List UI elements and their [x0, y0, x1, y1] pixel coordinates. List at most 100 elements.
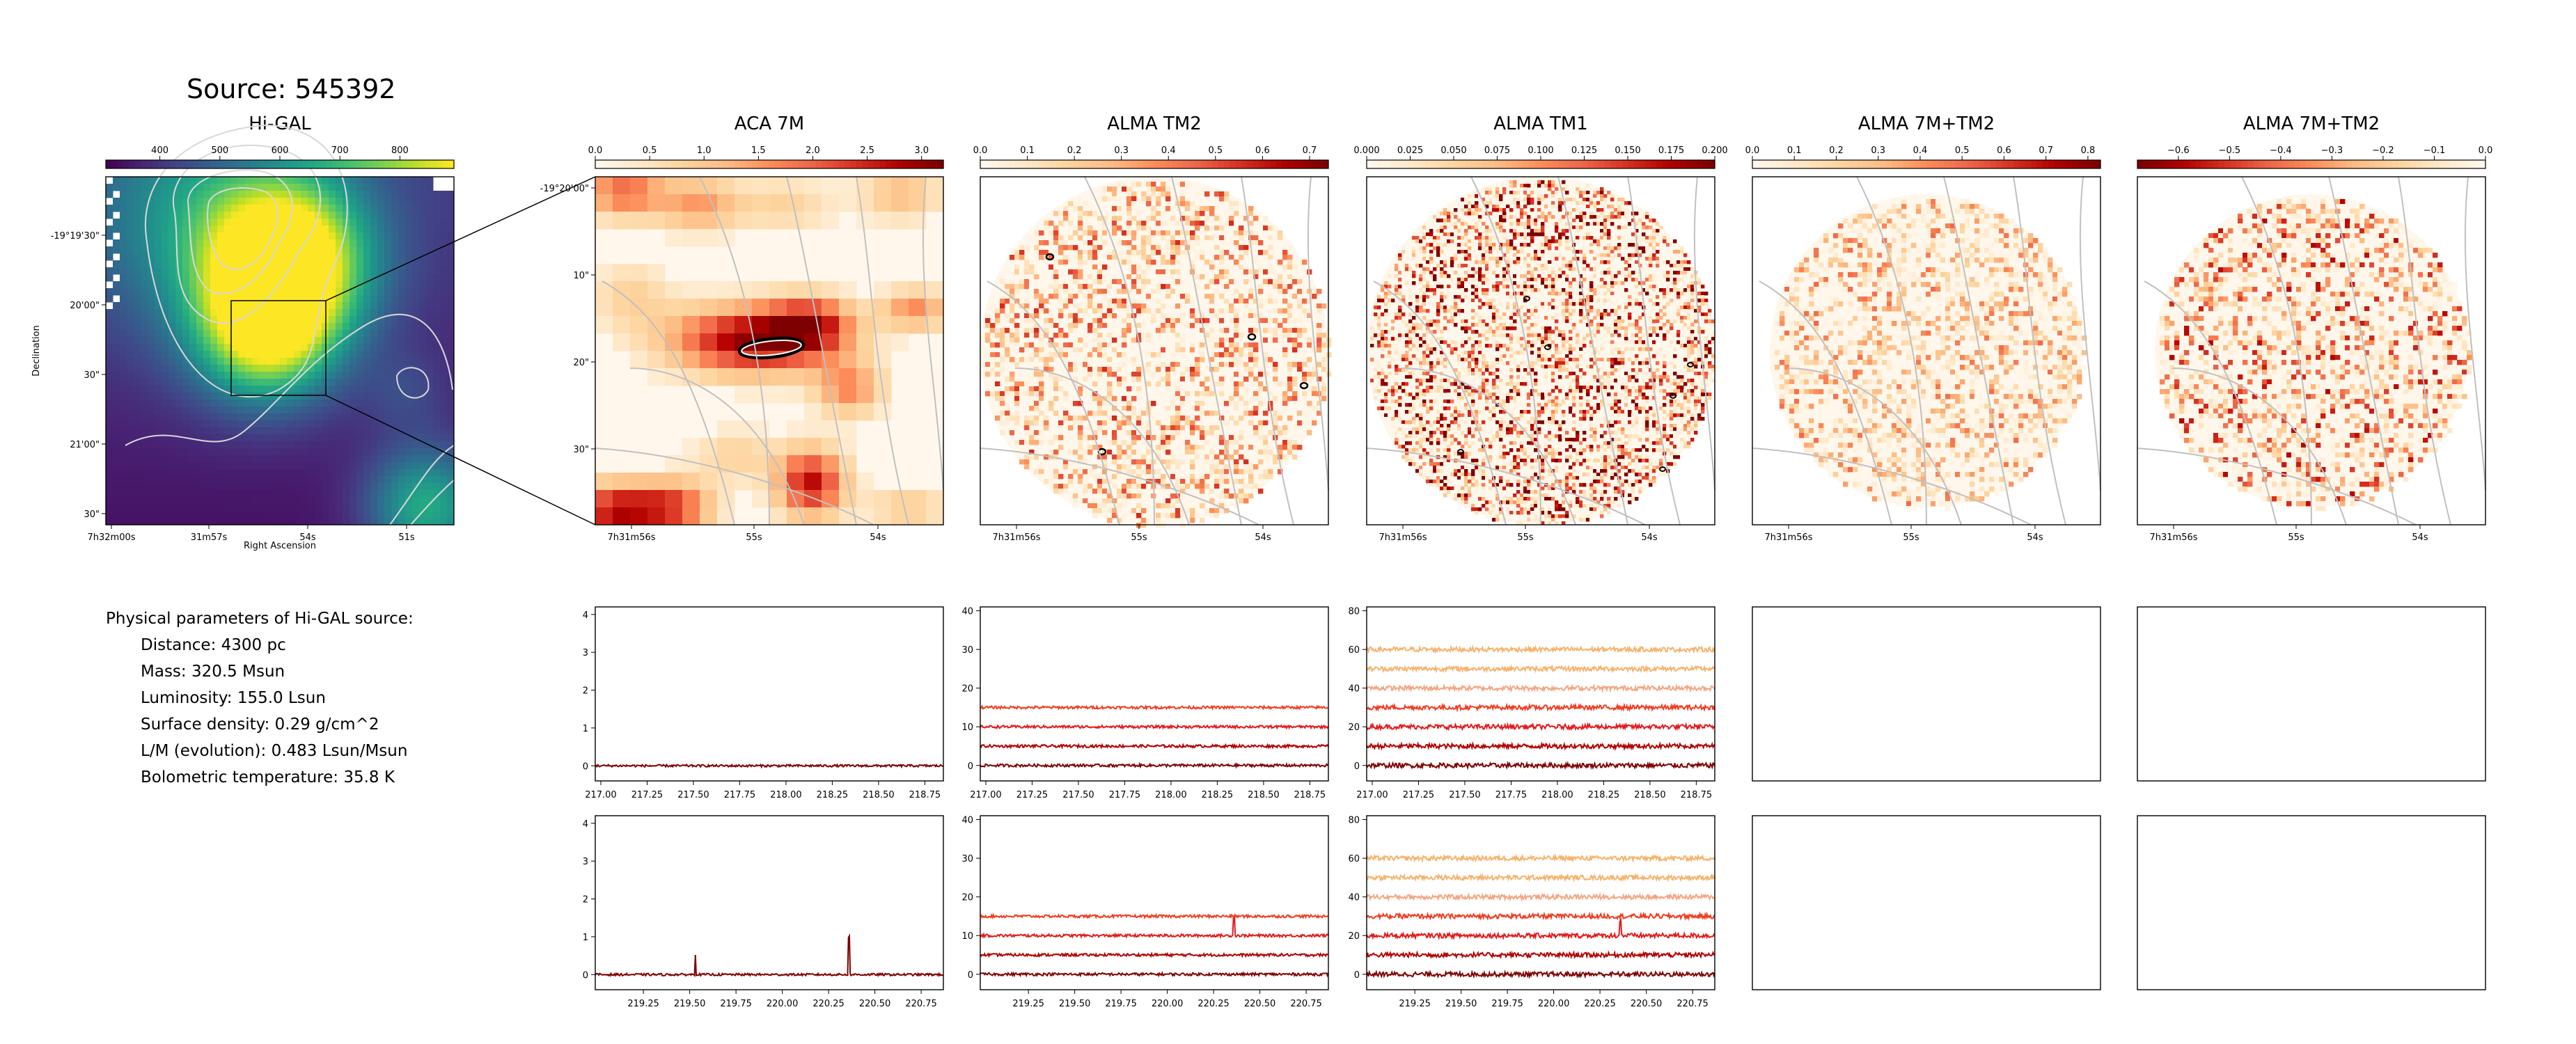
- higal-pixel: [447, 309, 455, 317]
- higal-pixel: [168, 497, 176, 505]
- tm2-pixel: [1136, 464, 1142, 470]
- tm2-pixel: [1165, 191, 1171, 197]
- aca7m-pixel: [839, 177, 857, 195]
- higal-pixel: [189, 358, 197, 365]
- higal-pixel: [245, 212, 253, 219]
- higal-pixel: [148, 205, 155, 212]
- higal-pixel: [134, 239, 141, 247]
- tm2-pixel: [1180, 191, 1186, 197]
- higal-pixel: [315, 295, 322, 303]
- tm2-pixel: [1175, 367, 1181, 372]
- tm2-pixel: [1131, 396, 1137, 402]
- tm2-pixel: [1151, 284, 1156, 290]
- higal-pixel: [447, 483, 455, 491]
- tm2-pixel: [1200, 347, 1205, 353]
- tm2-pixel: [1151, 318, 1156, 324]
- higal-pixel: [106, 330, 113, 338]
- higal-pixel: [377, 239, 385, 247]
- higal-pixel: [141, 476, 148, 484]
- higal-pixel: [127, 504, 134, 512]
- higal-pixel: [113, 365, 120, 372]
- tm2-pixel: [1170, 308, 1176, 314]
- tm2-pixel: [1175, 260, 1181, 265]
- higal-pixel: [370, 365, 378, 372]
- higal-pixel: [113, 455, 120, 463]
- higal-pixel: [350, 400, 357, 407]
- higal-pixel: [315, 469, 322, 477]
- higal-pixel: [217, 420, 225, 428]
- tm2-pixel: [1253, 381, 1259, 387]
- tm2-pixel: [1044, 372, 1049, 377]
- higal-pixel: [370, 198, 378, 205]
- higal-pixel: [259, 295, 267, 303]
- higal-pixel: [162, 281, 169, 289]
- higal-pixel: [294, 400, 301, 407]
- higal-pixel: [141, 246, 148, 254]
- tm2-pixel: [1019, 255, 1025, 260]
- higal-pixel: [301, 469, 308, 477]
- tm2-pixel: [1243, 245, 1249, 251]
- tm2-pixel: [1146, 367, 1152, 372]
- aca7m-pixel: [752, 212, 770, 230]
- higal-pixel: [217, 219, 225, 226]
- tm2-pixel: [1126, 221, 1132, 226]
- tm2-pixel: [1204, 391, 1210, 397]
- tm2-pixel: [1263, 445, 1269, 450]
- higal-pixel: [245, 400, 253, 407]
- higal-pixel: [419, 365, 427, 372]
- tm2-pixel: [1243, 299, 1249, 304]
- higal-pixel: [224, 260, 232, 268]
- tm2-pixel: [1097, 245, 1103, 251]
- tm2-pixel: [1219, 221, 1225, 226]
- tm2-pixel: [1141, 279, 1147, 285]
- higal-pixel: [238, 281, 246, 289]
- higal-pixel: [148, 212, 155, 219]
- tm2-pixel: [1214, 289, 1220, 294]
- tm2-pixel: [1053, 386, 1059, 392]
- higal-pixel: [175, 219, 183, 226]
- higal-pixel: [398, 462, 406, 470]
- aca7m-colorbar-label: 1.5: [751, 145, 766, 156]
- higal-pixel: [259, 448, 267, 456]
- tm2-pixel: [1053, 289, 1059, 294]
- tm2-pixel: [1263, 338, 1269, 343]
- tm2-pixel: [1156, 503, 1161, 509]
- higal-pixel: [168, 420, 176, 428]
- tm2-pixel: [1224, 284, 1230, 290]
- tm2-pixel: [1200, 250, 1205, 255]
- tm2-pixel: [1180, 294, 1186, 299]
- tm2-pixel: [1053, 255, 1059, 260]
- aca7m-pixel: [856, 316, 874, 334]
- tm2-pixel: [1165, 513, 1171, 519]
- higal-pixel: [294, 490, 301, 498]
- higal-pixel: [168, 260, 176, 268]
- tm2-pixel: [1165, 503, 1171, 509]
- higal-pixel: [294, 246, 301, 254]
- higal-pixel: [391, 497, 399, 505]
- higal-pixel: [343, 504, 350, 512]
- higal-pixel: [294, 406, 301, 414]
- higal-pixel: [280, 497, 288, 505]
- aca7m-pixel: [909, 507, 927, 525]
- aca7m-pixel: [717, 438, 735, 456]
- tm2-pixel: [1273, 260, 1278, 265]
- tm2-pixel: [1263, 216, 1269, 221]
- higal-pixel: [175, 448, 183, 456]
- aca7m-pixel: [926, 299, 944, 317]
- higal-pixel: [412, 406, 420, 414]
- higal-pixel: [433, 337, 441, 345]
- higal-colorbar-segment: [402, 160, 408, 168]
- higal-pixel: [433, 316, 441, 324]
- tm2-pixel: [1083, 416, 1088, 421]
- higal-pixel: [356, 511, 364, 519]
- higal-pixel: [308, 434, 315, 442]
- tm2-pixel: [1263, 352, 1269, 358]
- higal-pixel: [217, 191, 225, 198]
- tm2-pixel: [1180, 523, 1186, 528]
- higal-pixel: [384, 441, 392, 449]
- higal-pixel: [134, 455, 141, 463]
- higal-pixel: [294, 198, 301, 205]
- higal-pixel: [405, 504, 413, 512]
- tm2-pixel: [1195, 401, 1200, 406]
- tm2-pixel: [1195, 182, 1200, 187]
